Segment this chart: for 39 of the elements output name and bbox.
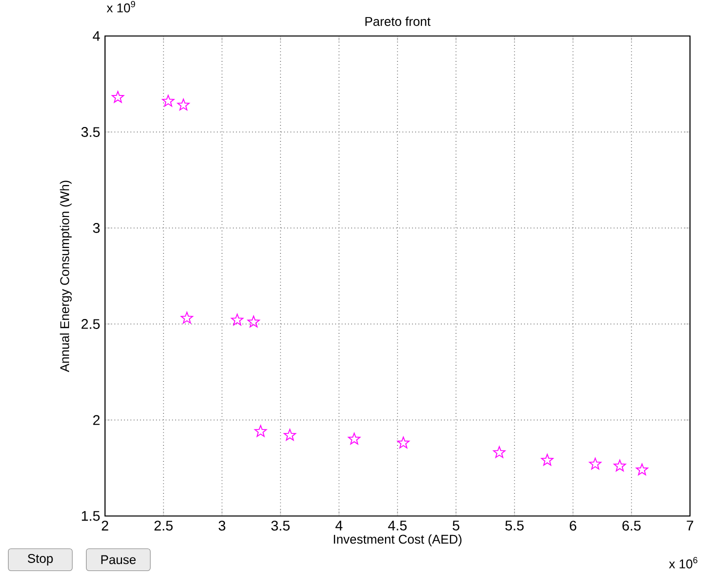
y-tick-label: 3 xyxy=(93,223,100,233)
y-tick-label: 4 xyxy=(92,31,100,41)
point xyxy=(614,460,626,472)
text: x 10$^{6}$ xyxy=(669,556,698,568)
x-tick-label: 4 xyxy=(335,520,342,530)
y-tick-label: 2 xyxy=(93,415,100,425)
x-tick-label: 3.5 xyxy=(271,520,290,531)
point xyxy=(541,454,554,466)
point xyxy=(162,94,174,107)
y-tick-label: 3.5 xyxy=(81,127,100,137)
x-tick-label: 5 xyxy=(452,520,460,530)
point xyxy=(589,458,602,470)
x-tick-label: 2.5 xyxy=(154,520,173,531)
point xyxy=(493,446,506,458)
x-axis-title: Investment Cost (AED) xyxy=(334,534,462,546)
x-tick-label: 7 xyxy=(686,520,694,530)
point xyxy=(231,314,244,326)
point xyxy=(284,428,296,441)
x-tick-label: 3 xyxy=(218,520,226,531)
point xyxy=(636,463,648,476)
x-tick-label: 5.5 xyxy=(505,520,524,530)
point xyxy=(177,98,190,110)
point xyxy=(397,436,410,448)
point xyxy=(180,312,194,324)
point xyxy=(254,425,267,437)
text: Stop xyxy=(28,554,53,566)
y-axis-title: Annual Energy Consumption (Wh) xyxy=(60,180,72,372)
x-tick-label: 4.5 xyxy=(388,520,407,530)
x-tick-label: 6 xyxy=(570,520,576,531)
y-tick-label: 1.5 xyxy=(82,511,100,521)
point xyxy=(112,90,124,103)
y-tick-label: 2.5 xyxy=(82,319,100,329)
point xyxy=(247,316,260,328)
text: x 10$^{9}$ xyxy=(106,0,136,12)
x-tick-label: 6.5 xyxy=(622,520,641,531)
point xyxy=(348,432,360,445)
x-tick-label: 2 xyxy=(102,520,108,530)
chart-title: Pareto front xyxy=(365,16,430,26)
text: Pause xyxy=(101,555,136,564)
